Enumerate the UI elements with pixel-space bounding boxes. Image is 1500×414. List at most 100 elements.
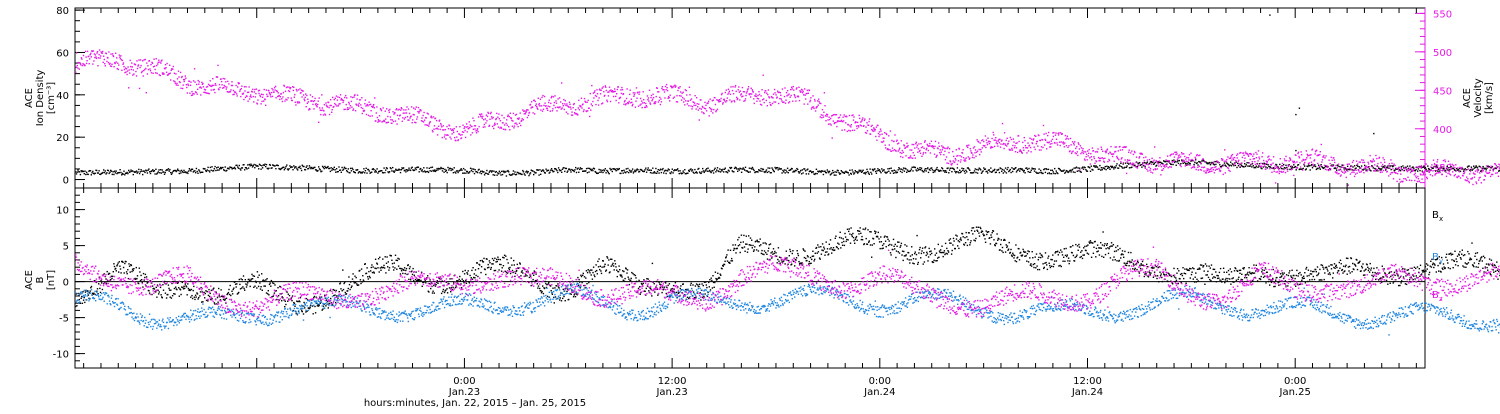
density-point [489, 172, 490, 173]
velocity-point [590, 109, 591, 110]
velocity-point [1070, 138, 1071, 139]
velocity-point [378, 119, 379, 120]
velocity-point [952, 163, 953, 164]
density-point [1022, 170, 1023, 171]
velocity-point [116, 61, 117, 62]
velocity-point [246, 96, 247, 97]
velocity-point [370, 104, 371, 105]
velocity-point [1419, 166, 1420, 167]
velocity-point [918, 143, 919, 144]
density-point [834, 171, 835, 172]
velocity-point [713, 109, 714, 110]
velocity-point [1346, 168, 1347, 169]
velocity-point [1086, 154, 1087, 155]
density-point [502, 174, 503, 175]
velocity-point [1443, 160, 1444, 161]
velocity-point [1232, 154, 1233, 155]
velocity-point [1298, 156, 1299, 157]
velocity-point [85, 51, 86, 52]
velocity-point [339, 103, 340, 104]
density-point [942, 168, 943, 169]
density-point [852, 171, 853, 172]
density-point [1105, 166, 1106, 167]
velocity-point [339, 97, 340, 98]
velocity-point [758, 91, 759, 92]
density-point [108, 170, 109, 171]
velocity-point [1322, 159, 1323, 160]
density-point [628, 172, 629, 173]
density-point [968, 168, 969, 169]
velocity-point [89, 63, 90, 64]
velocity-point [804, 103, 805, 104]
density-point [148, 168, 149, 169]
velocity-point [717, 109, 718, 110]
velocity-point [624, 100, 625, 101]
velocity-point [973, 157, 974, 158]
velocity-point [744, 100, 745, 101]
velocity-point [293, 87, 294, 88]
velocity-point [215, 83, 216, 84]
velocity-point [728, 92, 729, 93]
density-point [196, 168, 197, 169]
velocity-point [633, 92, 634, 93]
velocity-point [754, 103, 755, 104]
velocity-point [1263, 164, 1264, 165]
velocity-point [828, 124, 829, 125]
velocity-point [335, 104, 336, 105]
velocity-point [665, 89, 666, 90]
velocity-point [272, 89, 273, 90]
velocity-point [570, 108, 571, 109]
velocity-point [873, 127, 874, 128]
density-point [921, 168, 922, 169]
density-point [1458, 169, 1459, 170]
density-point [1033, 168, 1034, 169]
velocity-point [107, 57, 108, 58]
velocity-point [562, 103, 563, 104]
Bx-point [185, 283, 186, 284]
velocity-point [1380, 172, 1381, 173]
velocity-point [1056, 139, 1057, 140]
velocity-point [833, 120, 834, 121]
velocity-point [444, 134, 445, 135]
velocity-point [296, 89, 297, 90]
density-point [506, 175, 507, 176]
density-point [737, 171, 738, 172]
velocity-point [1152, 161, 1153, 162]
velocity-point [646, 106, 647, 107]
velocity-point [1496, 165, 1497, 166]
velocity-point [974, 146, 975, 147]
velocity-point [271, 88, 272, 89]
velocity-point [1417, 176, 1418, 177]
velocity-point [1483, 170, 1484, 171]
velocity-point [166, 63, 167, 64]
velocity-point [1212, 167, 1213, 168]
velocity-point [885, 145, 886, 146]
density-point [1109, 167, 1110, 168]
density-point [121, 174, 122, 175]
density-point [394, 172, 395, 173]
velocity-point [905, 155, 906, 156]
velocity-point [824, 105, 825, 106]
density-point [769, 168, 770, 169]
velocity-point [1061, 141, 1062, 142]
velocity-point [459, 126, 460, 127]
density-point [956, 171, 957, 172]
velocity-point [848, 130, 849, 131]
velocity-point [454, 128, 455, 129]
density-point [357, 169, 358, 170]
velocity-point [1060, 132, 1061, 133]
velocity-point [557, 98, 558, 99]
velocity-point [345, 95, 346, 96]
velocity-point [1420, 173, 1421, 174]
density-point [919, 169, 920, 170]
Bx-point [145, 285, 146, 286]
velocity-point [1223, 174, 1224, 175]
density-point [954, 171, 955, 172]
density-point [1173, 159, 1174, 160]
density-point [1049, 173, 1050, 174]
velocity-point [1479, 172, 1480, 173]
velocity-point [1320, 165, 1321, 166]
density-point [216, 167, 217, 168]
velocity-point [525, 113, 526, 114]
density-point [677, 168, 678, 169]
